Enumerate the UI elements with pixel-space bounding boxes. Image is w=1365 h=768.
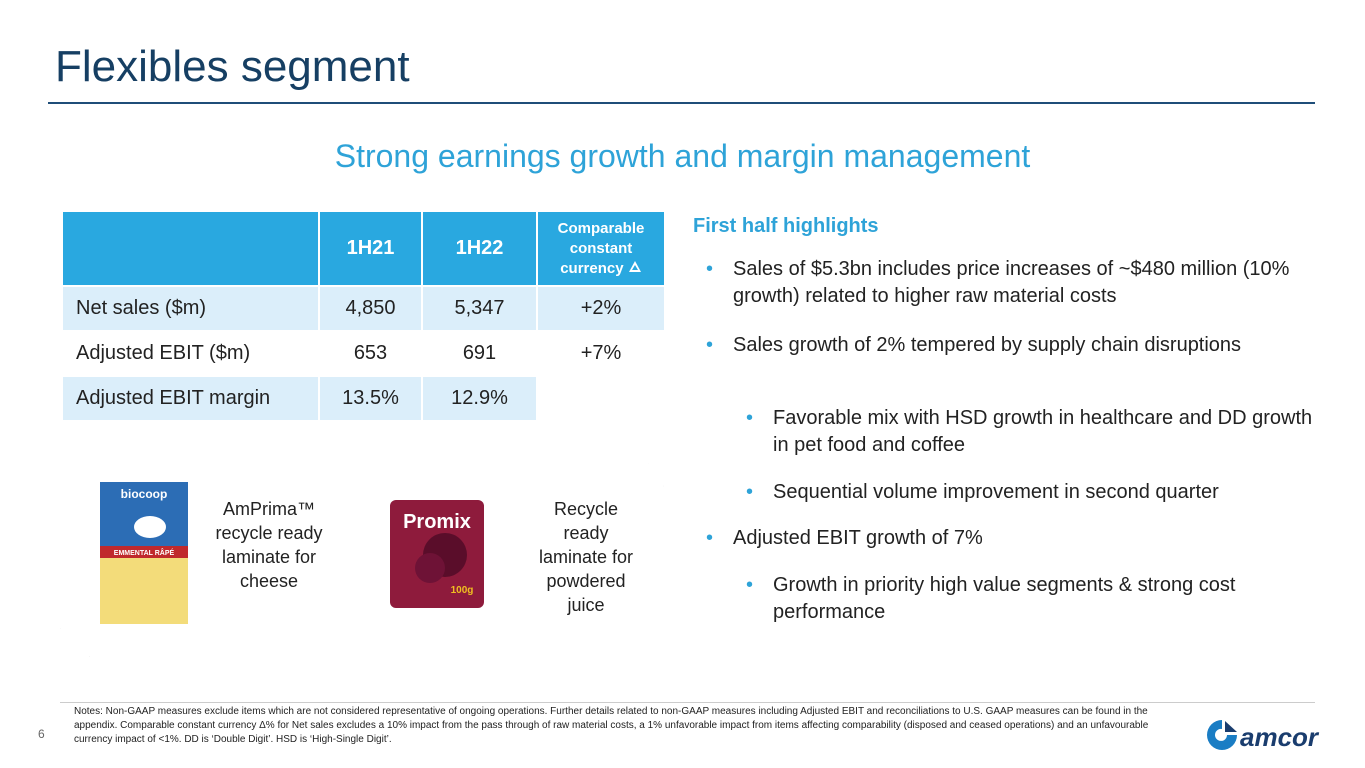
header-cell: 1H22 [423, 212, 536, 285]
product-caption: Recycle ready laminate for powdered juic… [538, 499, 634, 615]
logo-icon [1207, 720, 1237, 750]
highlights-heading: First half highlights [693, 215, 879, 237]
logo: amcor [1240, 722, 1319, 752]
highlight-item: • Adjusted EBIT growth of 7% [706, 525, 1320, 552]
package-text: 100g [451, 585, 474, 596]
cell: 13.5% [320, 377, 421, 420]
cell: 12.9% [423, 377, 536, 420]
cell: +7% [580, 342, 622, 364]
page-number: 6 [38, 727, 45, 741]
header-text: Comparable constant currency [557, 219, 645, 277]
bullet: • [746, 574, 754, 596]
highlight-text: Adjusted EBIT growth of 7% [733, 527, 983, 549]
highlight-text: Sales growth of 2% tempered by supply ch… [733, 334, 1242, 356]
package-text: EMMENTAL RÂPÉ [114, 548, 175, 557]
highlight-text: Favorable mix with HSD growth in healthc… [773, 407, 1313, 456]
header-cell: 1H21 [320, 212, 421, 285]
cell: 691 [462, 342, 497, 364]
highlight-text: Sales of $5.3bn includes price increases… [733, 258, 1290, 307]
cell [538, 377, 664, 420]
title-rule [48, 102, 1315, 104]
cell: 653 [353, 342, 388, 364]
highlight-item: • Sales growth of 2% tempered by supply c… [706, 332, 1320, 359]
subtitle: Strong earnings growth and margin manage… [334, 138, 1031, 174]
highlight-text: Sequential volume improvement in second … [773, 481, 1219, 503]
bullet: • [746, 481, 754, 503]
juice-package: Promix 100g [390, 500, 484, 608]
title: Flexibles segment [55, 42, 410, 91]
cheese-package: biocoop EMMENTAL RÂPÉ [100, 482, 188, 624]
cell: Net sales ($m) [63, 287, 318, 330]
bullet: • [706, 334, 714, 356]
header-cell [63, 212, 318, 285]
product-caption: AmPrima™ recycle ready laminate for chee… [215, 499, 323, 591]
cell: +2% [538, 287, 664, 330]
footer-rule [60, 702, 1315, 703]
cell: 4,850 [320, 287, 421, 330]
highlight-text: Growth in priority high value segments &… [773, 574, 1236, 623]
highlight-item: • Sequential volume improvement in second… [746, 479, 1320, 506]
delta-icon [628, 260, 641, 272]
highlight-item: • Growth in priority high value segments … [746, 572, 1320, 626]
highlight-item: • Sales of $5.3bn includes price increase… [706, 256, 1320, 310]
bullet: • [706, 527, 714, 549]
notes: Notes: Non-GAAP measures exclude items w… [74, 706, 1149, 745]
cell: Adjusted EBIT margin [63, 377, 318, 420]
bullet: • [706, 258, 714, 280]
cell: 5,347 [423, 287, 536, 330]
header-cell: Comparable constant currency [538, 212, 664, 285]
package-text: Promix [403, 511, 471, 533]
highlight-item: • Favorable mix with HSD growth in health… [746, 405, 1320, 459]
cell: Adjusted EBIT ($m) [76, 342, 251, 364]
metrics-table: 1H21 1H22 Comparable constant currency N… [61, 210, 666, 422]
package-text: biocoop [121, 487, 168, 501]
bullet: • [746, 407, 754, 429]
